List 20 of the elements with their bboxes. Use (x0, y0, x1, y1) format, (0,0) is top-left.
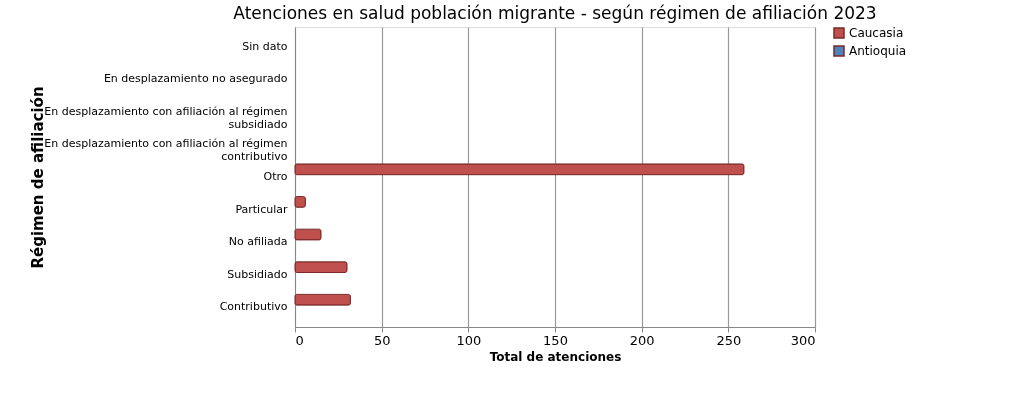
x-tick-label: 100 (456, 332, 482, 348)
x-tick-label: 50 (373, 332, 391, 348)
y-tick-label: En desplazamiento con afiliación al régimen contributivo (44, 137, 288, 164)
y-tick-label: En desplazamiento con afiliación al régimen subsidiado (44, 104, 288, 131)
chart-title: Atenciones en salud población migrante - según régimen de afiliación 2023 (233, 3, 877, 23)
y-tick-label: En desplazamiento no asegurado (103, 72, 288, 86)
x-axis-title: Total de atenciones (489, 349, 622, 364)
y-tick-label: No afiliada (228, 235, 288, 249)
x-tick-label: 250 (716, 332, 742, 348)
legend-label: Caucasia (849, 26, 904, 40)
x-tick-label: 200 (629, 332, 655, 348)
y-tick-label: Contributivo (219, 300, 288, 314)
y-tick-label: Sin dato (242, 39, 288, 53)
x-tick-label: 150 (543, 332, 568, 348)
x-tick-label: 0 (295, 332, 304, 348)
y-tick-label: Subsidiado (227, 267, 288, 281)
y-tick-label: Otro (263, 170, 288, 183)
legend-label: Antioquia (849, 44, 907, 58)
y-tick-label: Particular (235, 202, 288, 216)
x-tick-label: 300 (790, 332, 816, 348)
